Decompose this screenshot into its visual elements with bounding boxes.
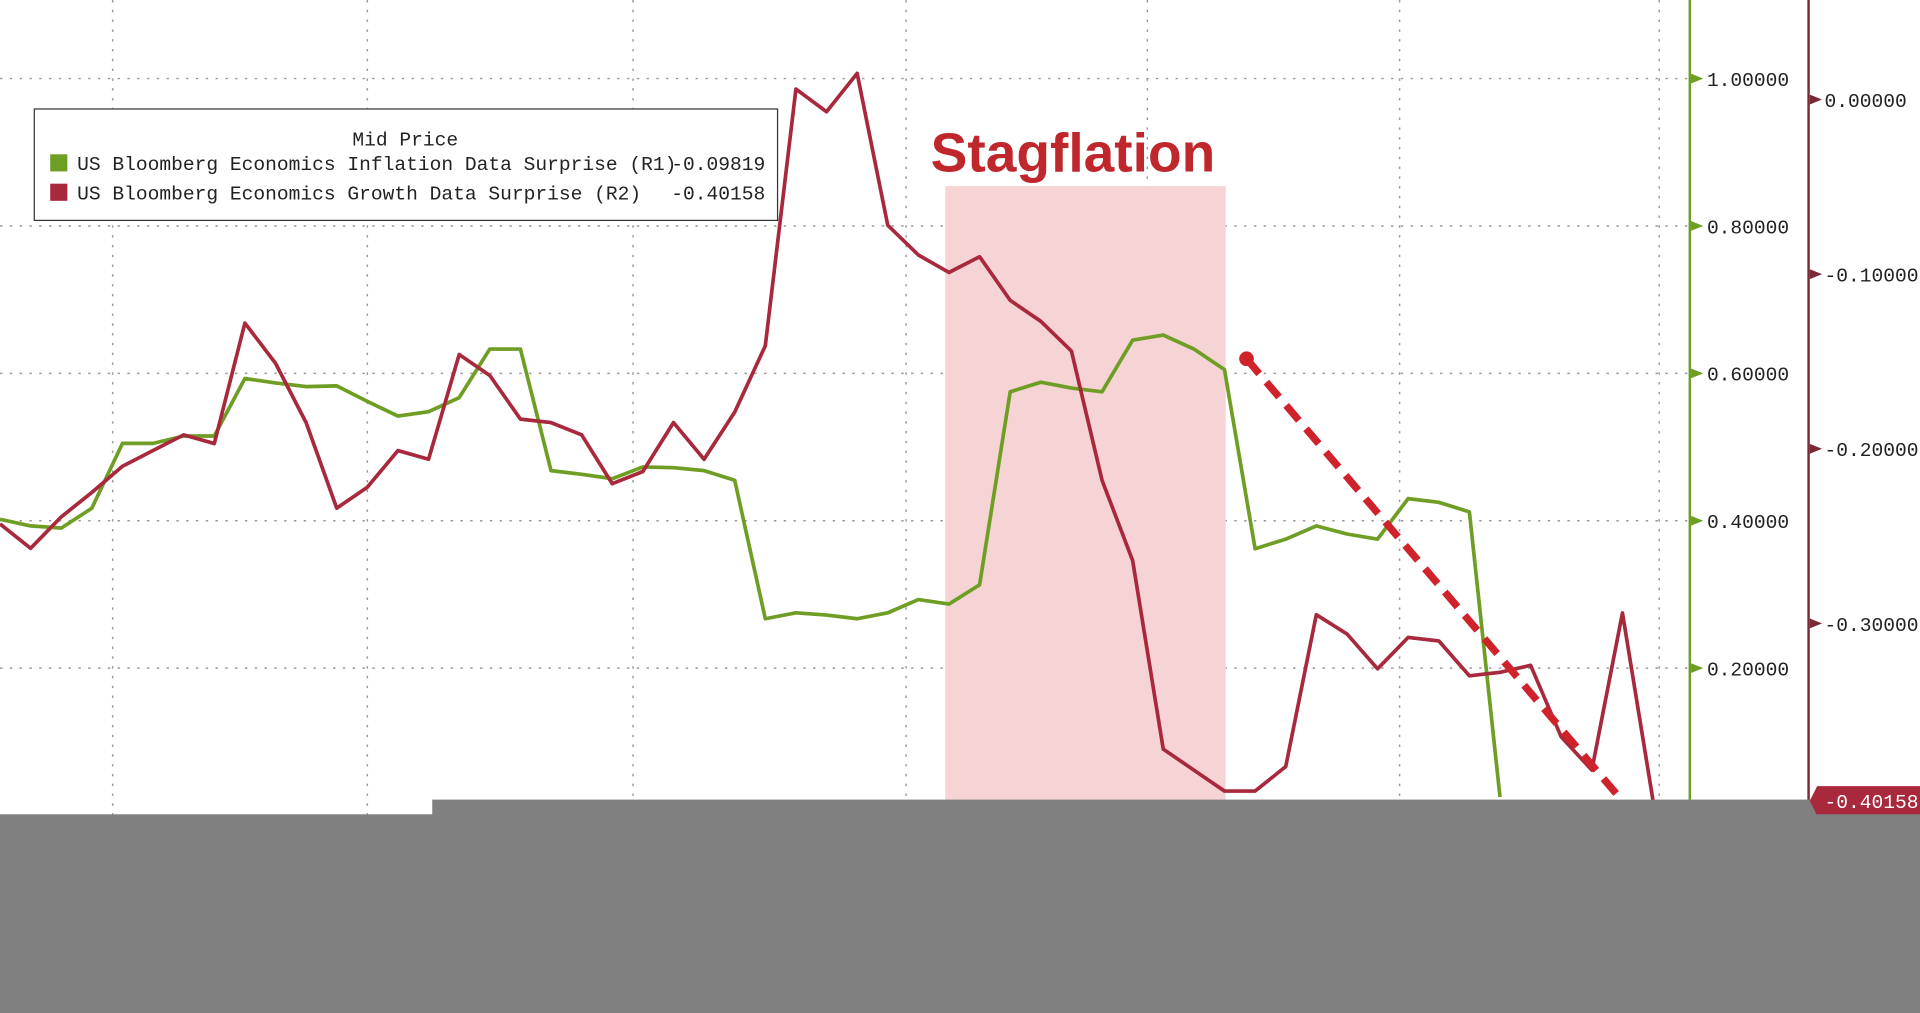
y2-tick — [1809, 443, 1823, 454]
y-tick-label: 0.60000 — [1707, 365, 1789, 387]
y2-tick — [1809, 269, 1823, 280]
annotation: Stagflation — [931, 121, 1216, 183]
y-tick — [1691, 73, 1704, 84]
legend-title: Mid Price — [352, 130, 458, 152]
legend-label: US Bloomberg Economics Growth Data Surpr… — [77, 184, 641, 206]
last-value-label: -0.40158 — [1824, 792, 1918, 814]
redaction — [0, 814, 1920, 1013]
y-tick-label: 0.80000 — [1707, 217, 1789, 239]
legend-box — [33, 108, 779, 222]
legend-value: -0.40158 — [671, 184, 765, 206]
series-line — [0, 333, 1502, 798]
y2-tick-label: -0.20000 — [1824, 440, 1918, 462]
y-tick — [1691, 515, 1704, 526]
trend-start — [1239, 351, 1254, 367]
y2-tick — [1809, 618, 1823, 629]
y2-tick-label: -0.10000 — [1824, 266, 1918, 288]
stagflation-shade — [945, 186, 1226, 823]
last-value-tag: -0.40158 — [1809, 786, 1920, 816]
axes: 0.20000 0.40000 0.60000 0.80000 1.00000 -0.30… — [1691, 70, 1918, 681]
legend: Mid Price US Bloomberg Economics Inflati… — [33, 108, 779, 222]
grid — [0, 0, 1690, 821]
y-tick-label: 1.00000 — [1707, 70, 1789, 92]
lines — [0, 71, 1655, 802]
last-value-box — [1809, 786, 1920, 816]
trend-line — [1243, 356, 1632, 811]
y2-tick-label: -0.30000 — [1824, 615, 1918, 637]
y2-tick — [1809, 94, 1823, 105]
legend-label: US Bloomberg Economics Inflation Data Su… — [77, 154, 676, 176]
redaction — [432, 799, 1920, 816]
y-tick — [1691, 663, 1704, 674]
y2-tick-label: 0.00000 — [1824, 91, 1906, 113]
y-tick — [1691, 221, 1704, 231]
y-tick-label: 0.40000 — [1707, 512, 1789, 534]
y-tick-label: 0.20000 — [1707, 659, 1789, 681]
legend-value: -0.09819 — [671, 154, 765, 176]
legend-swatch — [50, 183, 68, 201]
series-line — [0, 71, 1655, 802]
y-tick — [1691, 368, 1704, 379]
legend-swatch — [50, 154, 68, 172]
